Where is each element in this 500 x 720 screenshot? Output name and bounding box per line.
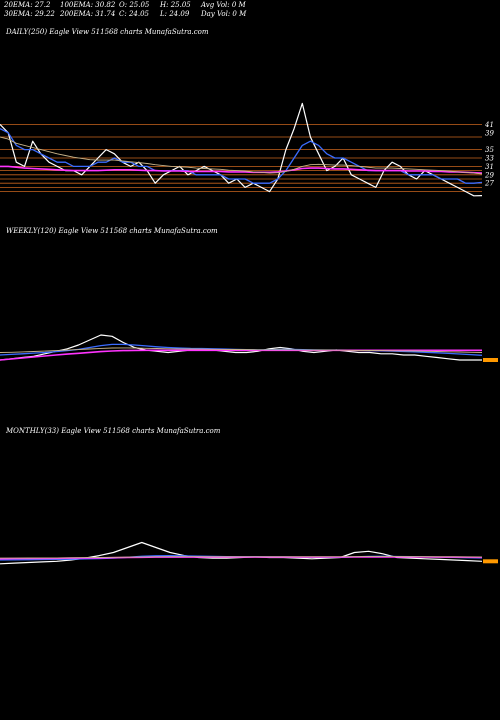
weekly-current-price-marker (483, 358, 498, 362)
daily-y-tick-31: 31 (485, 163, 494, 171)
daily-y-tick-41: 41 (484, 121, 494, 129)
monthly-price-line (0, 541, 483, 565)
daily-y-tick-29: 29 (484, 171, 494, 179)
daily-ema-magenta-line (0, 165, 483, 174)
monthly-ema-tan-line (0, 556, 482, 559)
weekly-panel-label: WEEKLY(120) Eagle View 511568 charts Mun… (6, 227, 218, 235)
daily-y-tick-33: 33 (485, 155, 494, 163)
ema200-value: 200EMA: 31.74 (60, 10, 116, 18)
weekly-ema-tan-line (0, 347, 483, 353)
monthly-current-price-marker (483, 559, 498, 564)
day-volume: Day Vol: 0 M (201, 10, 247, 18)
monthly-panel-label: MONTHLY(33) Eagle View 511568 charts Mun… (6, 427, 221, 435)
close-value: C: 24.05 (119, 10, 149, 18)
ema-stats-header: 20EMA: 27.2 30EMA: 29.22 100EMA: 30.82 2… (0, 0, 500, 22)
ema20-value: 20EMA: 27.2 (4, 1, 51, 9)
weekly-ema-magenta-line (0, 349, 482, 361)
daily-price-line (0, 102, 483, 197)
ema30-value: 30EMA: 29.22 (4, 10, 55, 18)
weekly-price-line (0, 334, 482, 361)
daily-y-tick-39: 39 (485, 129, 494, 137)
daily-y-tick-35: 35 (485, 146, 494, 154)
high-value: H: 25.05 (160, 1, 191, 9)
ema100-value: 100EMA: 30.82 (60, 1, 116, 9)
daily-y-tick-27: 27 (484, 180, 494, 188)
avg-volume: Avg Vol: 0 M (201, 1, 246, 9)
daily-panel-label: DAILY(250) Eagle View 511568 charts Muna… (6, 28, 209, 36)
open-value: O: 25.05 (119, 1, 150, 9)
low-value: L: 24.09 (160, 10, 190, 18)
daily-ema-tan-line (0, 136, 483, 175)
